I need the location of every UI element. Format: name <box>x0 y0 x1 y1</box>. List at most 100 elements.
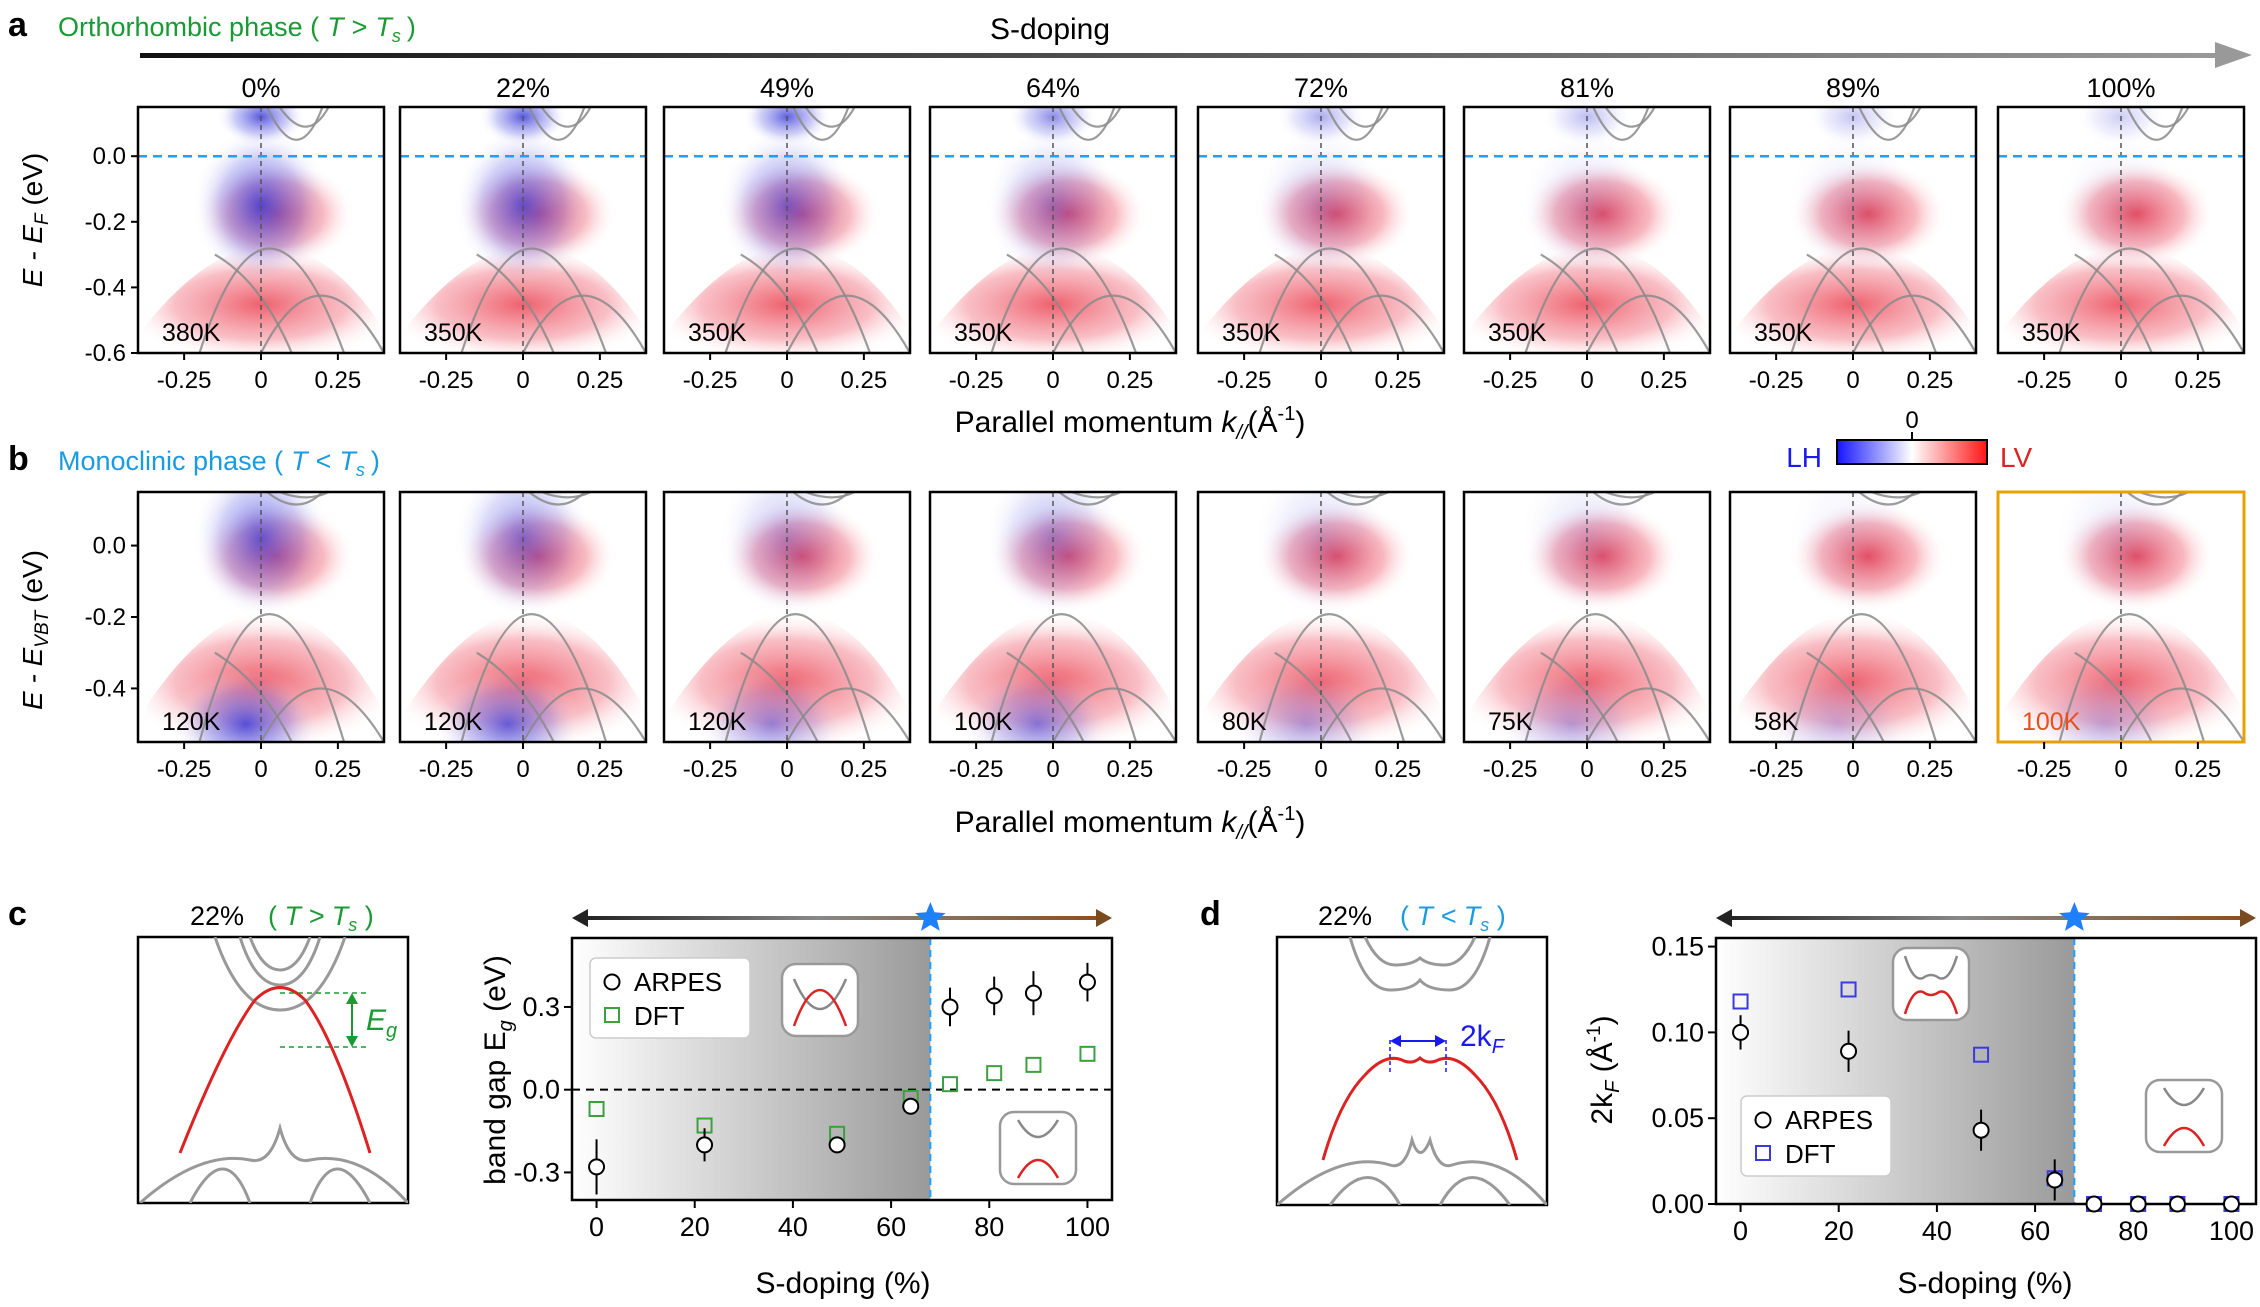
dft-band <box>540 107 592 128</box>
y-tick-label: -0.4 <box>85 675 126 702</box>
dft-band <box>740 253 819 353</box>
dft-band <box>1320 687 1444 742</box>
x-tick-label: 0 <box>254 756 267 783</box>
x-tick-label: -0.25 <box>683 756 738 783</box>
x-tick-label: -0.25 <box>949 756 1004 783</box>
dft-band <box>2074 253 2153 353</box>
s-doping-arrow <box>140 53 2220 58</box>
band-icon-frame <box>780 962 860 1038</box>
x-tick-label: 0.25 <box>841 367 888 394</box>
x-tick-label: -0.25 <box>2017 367 2072 394</box>
arpes-point <box>941 998 959 1016</box>
temperature-label: 58K <box>1754 708 1799 736</box>
s-doping-arrow-head <box>2215 42 2252 68</box>
dft-band <box>476 253 555 353</box>
x-tick-label: 0.25 <box>1907 756 1954 783</box>
dft-band <box>522 294 646 353</box>
x-tick-label: 0 <box>1846 367 1859 394</box>
blue-intensity <box>1252 126 1390 285</box>
y-tick-label: 0.10 <box>1651 1017 1704 1047</box>
x-tick-label: -0.25 <box>949 367 1004 394</box>
dft-band <box>1338 107 1390 128</box>
plot-frame <box>1714 936 2258 1206</box>
phase-title-orthorhombic: Orthorhombic phase (T > Ts) <box>58 12 416 46</box>
x-tick-label: 60 <box>2020 1216 2050 1246</box>
transition-star <box>915 902 946 931</box>
heatmap-content <box>1730 492 1976 742</box>
dft-band <box>528 107 586 141</box>
y-tick-label: -0.2 <box>85 209 126 236</box>
arpes-point <box>588 1158 606 1176</box>
y-tick-label: 0.0 <box>93 143 126 170</box>
heatmap-panel-a-3: 350K 64% -0.25 0 0.25 <box>928 73 1178 394</box>
dft-band <box>1806 253 1885 353</box>
dft-band <box>1058 107 1116 141</box>
dft-band <box>1870 107 1922 128</box>
x-tick-label: -0.25 <box>1217 367 1272 394</box>
dft-point <box>1973 1046 1990 1063</box>
x-tick-label: 0.25 <box>315 756 362 783</box>
dft-band <box>1858 107 1916 141</box>
colorbar-zero: 0 <box>1905 407 1918 434</box>
y-tick-label: 0.00 <box>1651 1189 1704 1219</box>
phase-title-monoclinic: Monoclinic phase (T < Ts) <box>58 446 380 480</box>
x-tick-label: -0.25 <box>1749 756 1804 783</box>
temperature-label: 350K <box>1754 319 1813 347</box>
plot-frame <box>570 936 1114 1202</box>
dft-band <box>1592 107 1650 141</box>
dft-band <box>1071 492 1122 499</box>
x-tick-label: 0.25 <box>2175 367 2222 394</box>
doping-label: 100% <box>2086 73 2155 103</box>
x-tick-label: 0.25 <box>577 756 624 783</box>
y-tick-label: -0.6 <box>85 340 126 367</box>
dft-band <box>740 651 819 742</box>
x-tick-label: 0 <box>1580 367 1593 394</box>
heatmap-panel-a-4: 350K 72% -0.25 0 0.25 <box>1196 73 1446 394</box>
x-tick-label: 0.25 <box>1375 367 1422 394</box>
dft-band <box>522 687 646 742</box>
legend-dft-marker <box>604 1007 620 1023</box>
dft-band <box>214 651 293 742</box>
dft-point <box>1025 1056 1042 1073</box>
dft-point <box>1732 993 1749 1010</box>
x-tick-label: -0.25 <box>1749 367 1804 394</box>
blue-intensity <box>454 126 592 285</box>
dft-band <box>214 253 293 353</box>
x-tick-label: 0.25 <box>577 367 624 394</box>
heatmap-panel-b-3: 100K -0.25 0 0.25 <box>928 490 1178 783</box>
x-tick-label: 0 <box>1314 756 1327 783</box>
doping-arrow-right-head <box>2240 909 2256 927</box>
dft-band <box>1540 651 1619 742</box>
x-tick-label: 0.25 <box>315 367 362 394</box>
dft-band <box>786 294 910 353</box>
dft-band <box>1852 294 1976 353</box>
heatmap-content <box>1198 492 1444 742</box>
dft-band <box>805 492 856 499</box>
x-tick-label: 0 <box>780 367 793 394</box>
band-icon-vb <box>1016 1158 1060 1179</box>
dft-band <box>1806 651 1885 742</box>
legend-arpes-label: ARPES <box>1785 1105 1873 1135</box>
inset-d-condition: ( T < Ts ) <box>1400 901 1506 935</box>
x-tick-label: 0 <box>1733 1216 1748 1246</box>
legend-dft-marker <box>1755 1145 1771 1161</box>
y-tick-label: 0.15 <box>1651 932 1704 962</box>
band-icon-frame <box>2144 1078 2224 1154</box>
dft-band <box>2138 107 2190 128</box>
panel-label-a: a <box>8 6 28 44</box>
x-tick-label: 0 <box>1314 367 1327 394</box>
dft-point <box>588 1100 605 1117</box>
dft-band <box>724 247 872 353</box>
dft-point <box>1840 981 1857 998</box>
x-tick-label: 0.25 <box>1107 367 1154 394</box>
x-tick-label: -0.25 <box>683 367 738 394</box>
x-tick-label: -0.25 <box>1483 367 1538 394</box>
blue-intensity <box>2052 126 2190 285</box>
band-icon-vb <box>1903 990 1959 1015</box>
band-icon-dip <box>1891 946 1971 1022</box>
doping-label: 0% <box>241 73 280 103</box>
eg-label: Eg <box>366 1004 397 1042</box>
dft-band <box>1339 492 1390 499</box>
dft-band <box>1320 294 1444 353</box>
